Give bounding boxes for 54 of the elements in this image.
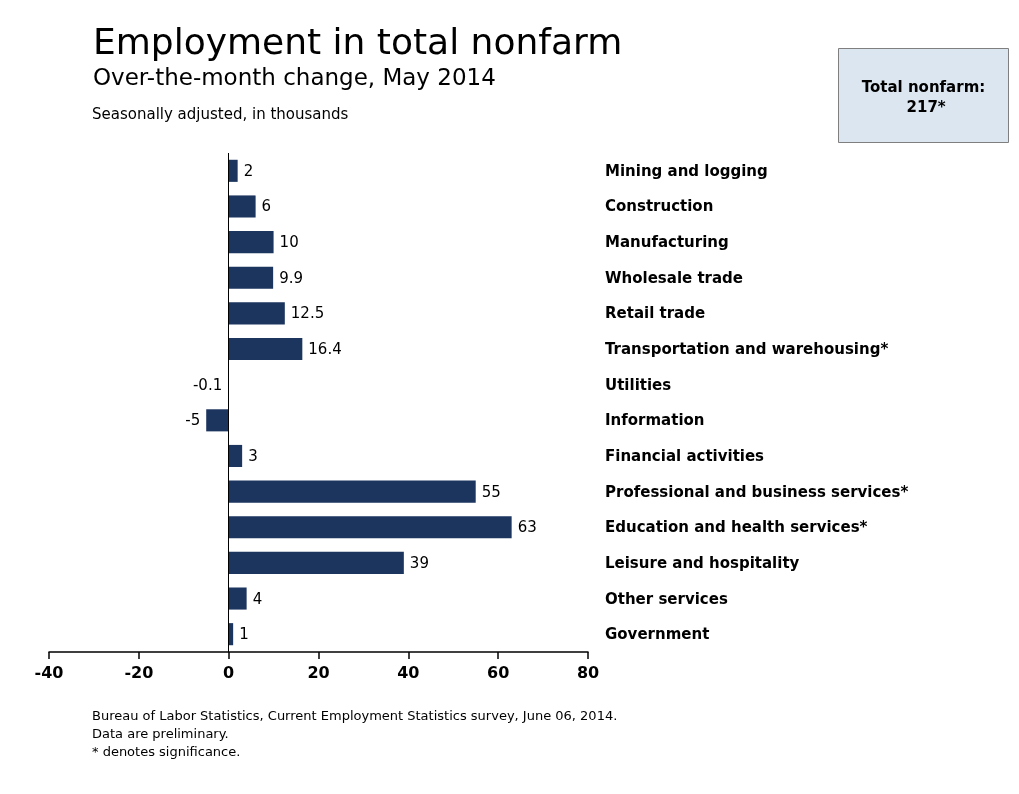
bar [228,159,238,182]
text: Data are preliminary. [92,726,229,741]
bar [228,231,274,254]
y-tick-label: Transportation and warehousing* [605,340,889,359]
bar [228,551,404,574]
x-tick-label: 80 [576,662,600,682]
bar [228,337,303,361]
data-label: 1 [239,625,249,644]
bar [206,409,229,432]
text: Bureau of Labor Statistics, Current Employment Statistics survey, June 06, 2014. [92,708,618,723]
x-tick-label: 0 [223,662,235,682]
text: * denotes significance. [92,744,241,759]
bar [228,516,512,539]
text: Seasonally adjusted, in thousands [92,104,349,123]
y-tick-label: Leisure and hospitality [605,553,800,572]
y-tick-label: Mining and logging [605,161,768,180]
chart-subtitle: Over-the-month change, May 2014 [93,63,496,90]
y-tick-label: Manufacturing [605,233,729,252]
bar [228,266,274,289]
data-label: 55 [481,482,501,501]
data-label: 63 [517,518,537,537]
y-tick-label: Financial activities [605,446,765,465]
bar [228,195,256,218]
y-tick-label: Construction [605,197,714,216]
data-label: 4 [252,589,263,608]
x-tick-label: -40 [34,662,64,682]
bar [228,587,247,610]
text: Total nonfarm: 217* [861,77,986,116]
x-tick-label: 40 [397,662,420,682]
y-tick-label: Government [605,625,710,644]
bar [228,480,476,503]
bar [228,444,243,468]
y-tick-label: Utilities [605,375,672,394]
data-label: 2 [243,161,254,180]
y-tick-label: Retail trade [605,304,706,323]
data-label: 9.9 [279,268,303,287]
data-label: 16.4 [308,340,342,359]
data-label: 12.5 [290,304,325,323]
data-label: 3 [248,446,258,465]
y-tick-label: Wholesale trade [605,268,744,287]
y-tick-label: Information [605,411,705,430]
bar [228,302,285,325]
data-label: 6 [261,197,272,216]
x-tick-label: -20 [124,662,154,682]
x-tick-label: 60 [487,662,510,682]
chart-title: Employment in total nonfarm [93,20,623,62]
y-tick-label: Other services [605,589,728,608]
x-tick-label: 20 [307,662,330,682]
data-label: 39 [409,553,429,572]
data-label: 10 [279,233,299,252]
data-label: -0.1 [192,375,223,394]
y-tick-label: Professional and business services* [605,482,909,501]
data-label: -5 [185,411,201,430]
y-tick-label: Education and health services* [605,518,868,537]
